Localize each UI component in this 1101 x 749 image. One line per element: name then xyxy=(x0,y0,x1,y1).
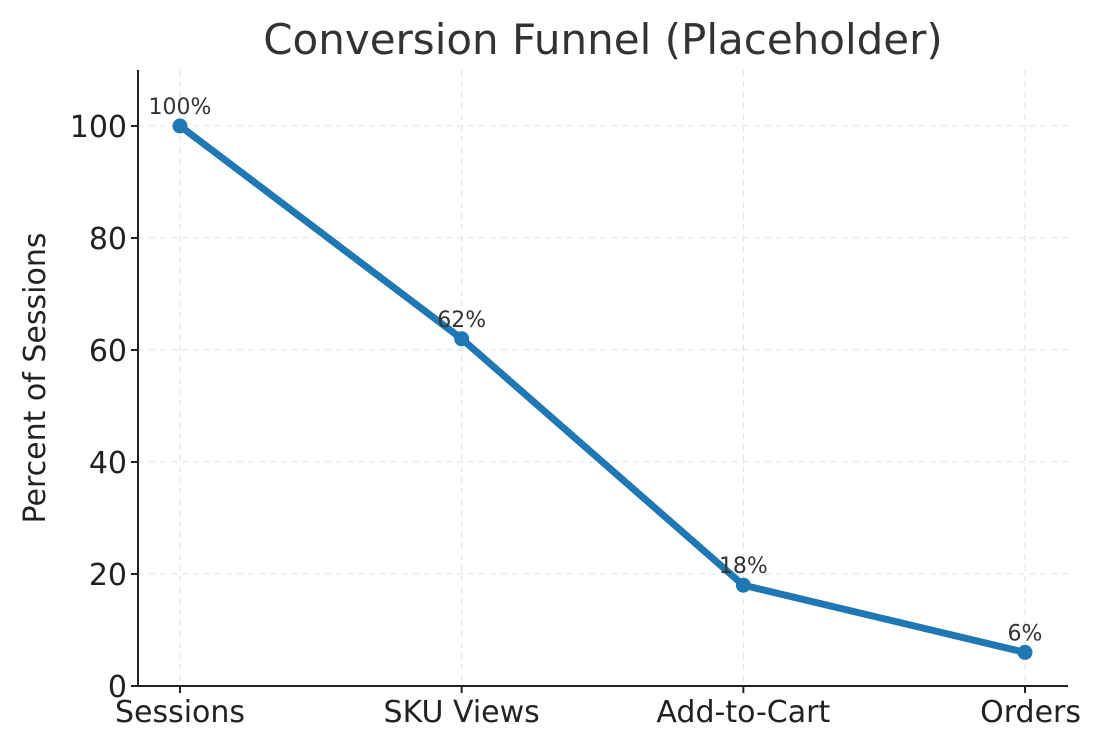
x-tick-label: Add-to-Cart xyxy=(656,695,830,730)
y-axis-label: Percent of Sessions xyxy=(18,233,53,524)
x-tick-label: SKU Views xyxy=(384,695,540,730)
y-tick-label: 40 xyxy=(89,446,127,481)
data-label: 6% xyxy=(1008,621,1043,646)
data-point xyxy=(735,577,751,593)
data-point xyxy=(454,331,470,347)
axes xyxy=(137,70,1068,687)
data-label: 62% xyxy=(437,308,486,333)
x-tick-label: Orders xyxy=(980,695,1081,730)
grid xyxy=(138,70,1068,686)
series-line xyxy=(176,122,1029,656)
y-tick-label: 80 xyxy=(89,222,127,257)
series xyxy=(172,118,1033,660)
y-tick-label: 100 xyxy=(70,110,127,145)
data-label: 18% xyxy=(719,554,768,579)
y-tick-label: 0 xyxy=(108,670,127,705)
y-tick-label: 60 xyxy=(89,334,127,369)
chart-title: Conversion Funnel (Placeholder) xyxy=(263,15,943,64)
data-point xyxy=(172,118,188,134)
y-tick-label: 20 xyxy=(89,558,127,593)
data-point xyxy=(1017,644,1033,660)
data-labels: 100% 62% 18% 6% xyxy=(149,95,1043,646)
ticks: 0 20 40 60 80 100 Sessions SKU Views Add-to-Cart… xyxy=(70,110,1081,730)
data-label: 100% xyxy=(149,95,212,120)
x-tick-label: Sessions xyxy=(115,695,245,730)
